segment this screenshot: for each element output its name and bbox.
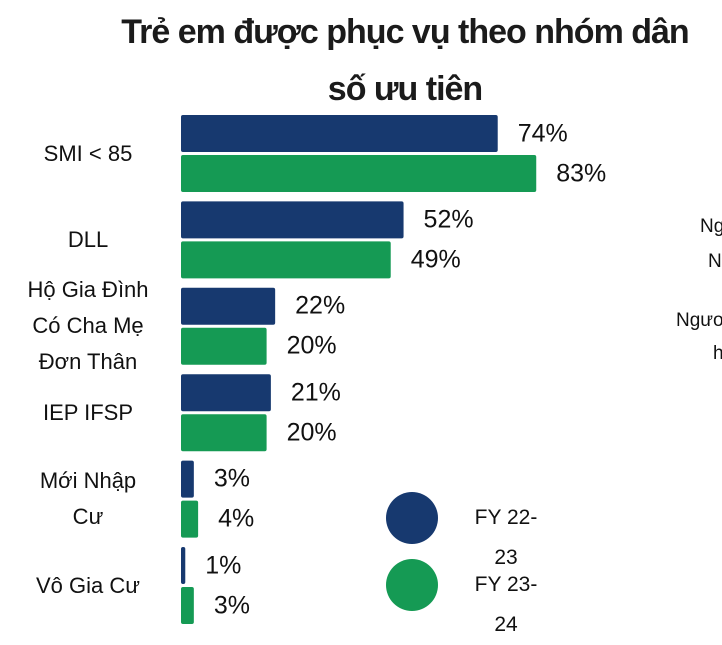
category-label: SMI < 85 xyxy=(43,140,133,166)
page: Trẻ em được phục vụ theo nhóm dân số ưu … xyxy=(27,13,722,636)
value-label: 49% xyxy=(410,245,461,274)
bar xyxy=(181,327,267,365)
bar xyxy=(181,587,194,624)
chart-title: Trẻ em được phục vụ theo nhóm dân số ưu … xyxy=(121,13,689,108)
value-label: 83% xyxy=(556,159,607,187)
legend-label: FY 23-24 xyxy=(474,573,538,636)
cropped-text: Ng xyxy=(700,216,722,237)
value-label: 3% xyxy=(213,464,250,493)
value-label: 74% xyxy=(517,119,568,147)
category-label: IEP IFSP xyxy=(42,399,134,425)
legend-swatch xyxy=(386,559,438,611)
bar xyxy=(181,287,276,325)
bar xyxy=(181,460,194,498)
category-label: Mới Nhập Cư xyxy=(39,468,137,530)
bar xyxy=(181,500,199,538)
category-label: DLL xyxy=(67,226,109,252)
category-label: Vô Gia Cư xyxy=(36,572,140,598)
cropped-text: N xyxy=(708,251,722,272)
value-label: 21% xyxy=(290,378,341,407)
value-label: 20% xyxy=(286,331,337,360)
value-label: 52% xyxy=(423,205,474,234)
cropped-text: Ngươ xyxy=(676,310,722,331)
bar xyxy=(181,241,391,279)
value-label: 20% xyxy=(286,418,337,447)
bar xyxy=(181,201,404,239)
cropped-text: h xyxy=(713,343,722,364)
bar xyxy=(181,547,186,584)
bar xyxy=(181,115,498,152)
bar xyxy=(181,155,537,192)
bar xyxy=(181,414,267,452)
legend-swatch xyxy=(386,492,438,544)
value-label: 1% xyxy=(205,551,242,579)
legend-label: FY 22-23 xyxy=(474,506,538,569)
value-label: 3% xyxy=(213,591,250,619)
chart xyxy=(181,115,537,624)
value-label: 4% xyxy=(218,504,255,533)
category-label: Hộ Gia Đình Có Cha Mẹ Đơn Thân xyxy=(27,277,149,375)
bar xyxy=(181,374,271,412)
value-label: 22% xyxy=(295,291,346,320)
